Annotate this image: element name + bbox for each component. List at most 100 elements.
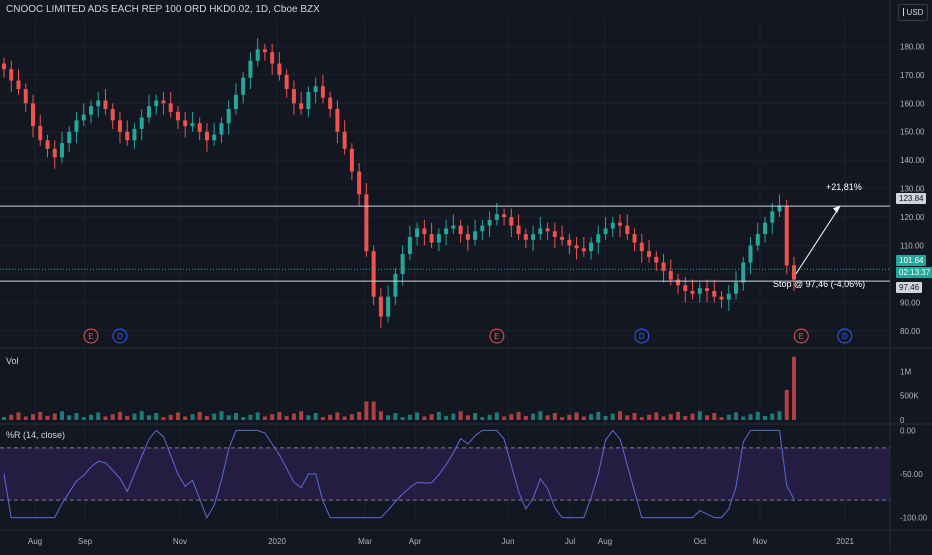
price-candle [88,100,93,124]
volume-bar [233,413,238,420]
price-tick-label: 80.00 [900,327,921,336]
price-candle [400,245,405,286]
price-candle [589,236,594,260]
volume-bar [422,416,427,420]
price-candle [190,111,195,132]
candle-body [16,80,21,90]
price-candle [741,256,746,291]
volume-bar [770,413,775,420]
volume-bar [349,414,354,420]
target-arrow-line [795,205,841,275]
candle-body [516,225,521,235]
candle-body [748,245,753,263]
volume-bar [668,414,673,420]
candle-body [741,262,746,283]
price-candle [748,236,753,274]
event-label: D [842,332,848,341]
price-candle [212,123,217,146]
event-circle [83,328,99,344]
price-candle [407,225,412,260]
volume-bar [639,417,644,420]
volume-bar [320,417,325,420]
candle-body [364,194,369,252]
price-candle [23,83,28,112]
volume-bar [458,411,463,420]
price-candle [306,86,311,118]
event-label: E [494,332,499,341]
currency-label: USD [906,8,924,17]
wpr-line [3,429,795,519]
price-candle [632,228,637,252]
price-candle [328,91,333,118]
candle-body [676,279,681,286]
time-tick-label: 2021 [836,537,854,546]
candle-body [248,60,253,78]
volume-bar [154,413,159,420]
dividend-event-marker: D [837,328,853,344]
currency-button[interactable]: USD [898,4,928,21]
price-candle [712,279,717,303]
candle-body [219,123,224,135]
candle-body [139,117,144,129]
volume-bar [763,415,768,420]
volume-bar [81,417,86,420]
price-candle [465,225,470,252]
candle-body [697,288,702,294]
candle-body [88,106,93,115]
volume-bar [67,415,72,420]
candle-body [668,271,673,280]
candle-body [226,108,231,124]
candle-body [277,63,282,75]
volume-bar [676,411,681,420]
candle-body [161,100,166,104]
volume-bar [226,415,231,420]
price-candle [502,208,507,226]
candle-body [146,106,151,118]
volume-bar [306,415,311,420]
time-tick-label: Aug [598,537,612,546]
volume-bar [596,411,601,420]
price-candle [596,225,601,255]
earnings-event-marker: E [83,328,99,344]
price-candle [357,163,362,206]
volume-bar [516,411,521,420]
candle-body [726,293,731,300]
price-candle [719,290,724,309]
candle-body [654,256,659,263]
volume-bar [552,413,557,420]
volume-bar [132,413,137,420]
volume-bar [30,414,35,420]
candle-body [545,228,550,232]
price-candle [705,279,710,303]
time-tick-label: Apr [409,537,422,546]
candle-body [581,248,586,252]
event-circle [793,328,809,344]
volume-bar [792,356,796,420]
candle-body [103,100,108,109]
candle-body [233,94,238,109]
volume-bar [429,414,434,420]
candle-body [52,148,57,158]
candle-body [415,228,420,237]
wpr-tick-label: -50.00 [900,470,923,479]
price-candle [429,222,434,249]
price-candle [690,279,695,300]
price-candle [96,91,101,118]
volume-bar [342,416,347,420]
candle-body [74,120,79,132]
volume-bar [190,414,195,420]
price-candle [81,103,86,127]
volume-bar [502,416,507,420]
volume-bar [705,415,710,420]
event-circle [489,328,505,344]
price-candle [255,37,260,67]
price-candle [117,111,122,144]
volume-bar [146,415,151,420]
volume-bar [204,415,209,420]
candle-body [523,234,528,240]
price-candle [661,254,666,283]
volume-bar [277,411,282,420]
volume-bar [175,412,180,420]
